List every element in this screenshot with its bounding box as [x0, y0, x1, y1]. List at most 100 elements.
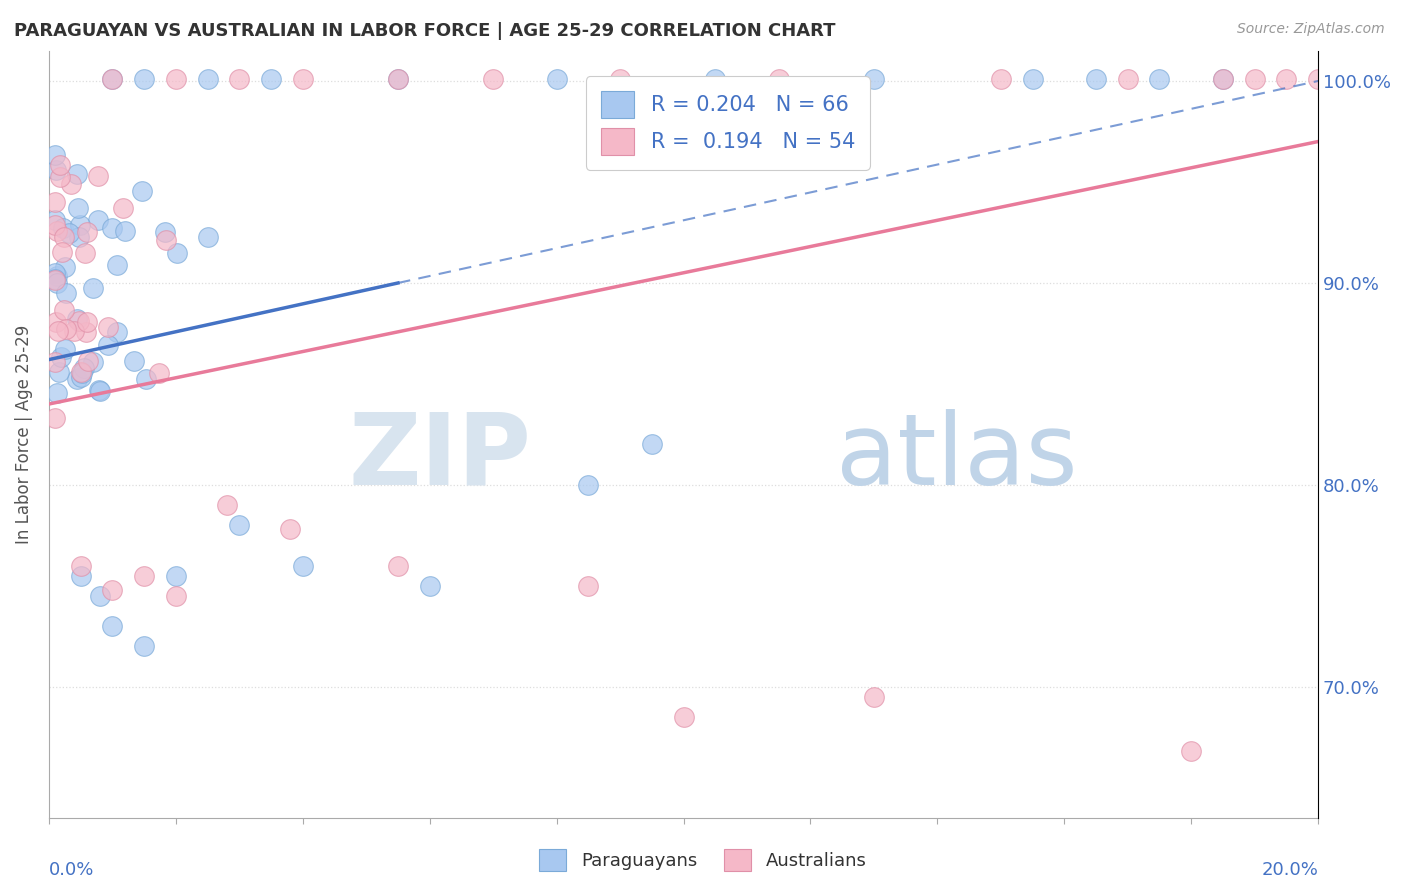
- Point: [69, 219, 91, 233]
- Point: [165, 72, 187, 87]
- Point: [59, 178, 82, 192]
- Point: [672, 710, 695, 724]
- Point: [73, 245, 96, 260]
- Text: 0.0%: 0.0%: [49, 861, 94, 879]
- Point: [165, 589, 187, 603]
- Point: [134, 640, 156, 654]
- Point: [45, 163, 67, 178]
- Point: [482, 72, 505, 87]
- Point: [166, 246, 188, 260]
- Y-axis label: In Labor Force | Age 25-29: In Labor Force | Age 25-29: [15, 325, 32, 544]
- Point: [576, 477, 599, 491]
- Point: [76, 225, 98, 239]
- Point: [105, 325, 128, 339]
- Point: [215, 498, 238, 512]
- Point: [155, 225, 177, 239]
- Point: [1180, 744, 1202, 758]
- Point: [53, 302, 76, 317]
- Point: [165, 568, 187, 582]
- Point: [576, 579, 599, 593]
- Point: [768, 72, 790, 87]
- Point: [87, 383, 110, 397]
- Point: [135, 372, 157, 386]
- Point: [44, 411, 66, 425]
- Point: [228, 518, 250, 533]
- Point: [82, 281, 104, 295]
- Point: [69, 568, 91, 582]
- Point: [387, 72, 409, 87]
- Point: [86, 213, 108, 227]
- Point: [67, 229, 90, 244]
- Point: [101, 72, 124, 87]
- Point: [609, 72, 631, 87]
- Point: [66, 311, 89, 326]
- Point: [155, 233, 177, 247]
- Point: [863, 690, 886, 704]
- Point: [387, 72, 409, 87]
- Point: [69, 365, 91, 379]
- Point: [86, 169, 108, 184]
- Point: [863, 72, 886, 87]
- Point: [63, 324, 86, 338]
- Point: [260, 72, 283, 87]
- Point: [66, 167, 89, 181]
- Point: [77, 354, 100, 368]
- Point: [101, 582, 124, 597]
- Point: [1085, 72, 1108, 87]
- Point: [419, 579, 441, 593]
- Point: [53, 342, 76, 356]
- Point: [97, 320, 120, 334]
- Text: ZIP: ZIP: [349, 409, 531, 506]
- Legend: Paraguayans, Australians: Paraguayans, Australians: [531, 842, 875, 879]
- Point: [44, 266, 66, 280]
- Point: [45, 385, 67, 400]
- Point: [48, 365, 70, 379]
- Point: [66, 371, 89, 385]
- Point: [291, 558, 314, 573]
- Point: [134, 568, 156, 582]
- Point: [44, 195, 66, 210]
- Point: [546, 72, 568, 87]
- Point: [101, 221, 124, 235]
- Point: [1021, 72, 1043, 87]
- Point: [53, 230, 76, 244]
- Point: [1243, 72, 1265, 87]
- Point: [51, 350, 73, 364]
- Point: [76, 315, 98, 329]
- Point: [44, 218, 66, 232]
- Legend: R = 0.204   N = 66, R =  0.194   N = 54: R = 0.204 N = 66, R = 0.194 N = 54: [586, 77, 870, 169]
- Point: [55, 322, 77, 336]
- Point: [51, 244, 73, 259]
- Point: [197, 72, 219, 87]
- Point: [1308, 72, 1330, 87]
- Point: [55, 260, 77, 274]
- Point: [134, 72, 156, 87]
- Point: [1116, 72, 1139, 87]
- Point: [58, 226, 80, 240]
- Point: [1212, 72, 1234, 87]
- Point: [704, 72, 727, 87]
- Point: [291, 72, 314, 87]
- Point: [45, 276, 67, 290]
- Point: [70, 366, 93, 380]
- Text: 20.0%: 20.0%: [1261, 861, 1319, 879]
- Point: [197, 229, 219, 244]
- Point: [990, 72, 1012, 87]
- Point: [69, 558, 91, 573]
- Point: [44, 213, 66, 227]
- Text: Source: ZipAtlas.com: Source: ZipAtlas.com: [1237, 22, 1385, 37]
- Point: [46, 324, 69, 338]
- Point: [124, 354, 146, 368]
- Point: [278, 522, 301, 536]
- Point: [641, 437, 664, 451]
- Point: [44, 148, 66, 162]
- Text: atlas: atlas: [835, 409, 1077, 506]
- Point: [70, 370, 93, 384]
- Point: [44, 271, 66, 285]
- Point: [89, 384, 111, 398]
- Point: [1212, 72, 1234, 87]
- Point: [101, 619, 124, 633]
- Point: [67, 313, 90, 327]
- Point: [228, 72, 250, 87]
- Text: PARAGUAYAN VS AUSTRALIAN IN LABOR FORCE | AGE 25-29 CORRELATION CHART: PARAGUAYAN VS AUSTRALIAN IN LABOR FORCE …: [14, 22, 835, 40]
